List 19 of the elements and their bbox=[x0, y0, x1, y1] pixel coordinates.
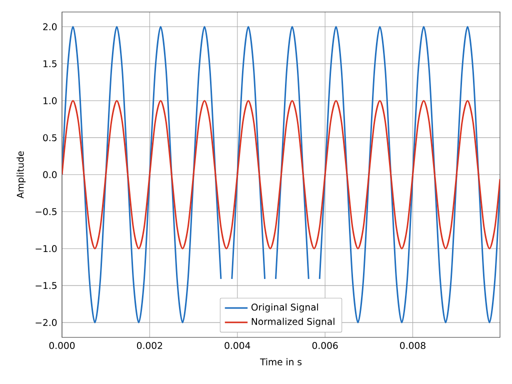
x-tick-label: 0.008 bbox=[400, 342, 426, 350]
y-tick-label: −2.0 bbox=[36, 319, 57, 326]
y-tick-label: 1.0 bbox=[44, 97, 57, 104]
x-tick-label: 0.002 bbox=[136, 342, 162, 350]
legend-label: Normalized Signal bbox=[252, 318, 334, 327]
x-axis-title: Time in s bbox=[260, 358, 302, 366]
y-tick-label: −1.5 bbox=[36, 282, 56, 290]
x-tick-label: 0.004 bbox=[224, 342, 250, 350]
y-tick-label: −0.5 bbox=[36, 208, 56, 216]
x-tick-label: 0.006 bbox=[312, 342, 338, 350]
y-tick-label: 2.0 bbox=[43, 23, 57, 30]
x-tick-label: 0.000 bbox=[49, 342, 75, 350]
legend-label: Original Signal bbox=[251, 303, 318, 312]
y-tick-label: 0.5 bbox=[43, 134, 56, 142]
y-tick-label: 0.0 bbox=[43, 171, 57, 178]
y-tick-label: −1.0 bbox=[36, 245, 57, 252]
y-tick-label: 1.5 bbox=[44, 60, 56, 68]
y-axis-title: Amplitude bbox=[16, 151, 26, 198]
line-series bbox=[62, 100, 500, 250]
